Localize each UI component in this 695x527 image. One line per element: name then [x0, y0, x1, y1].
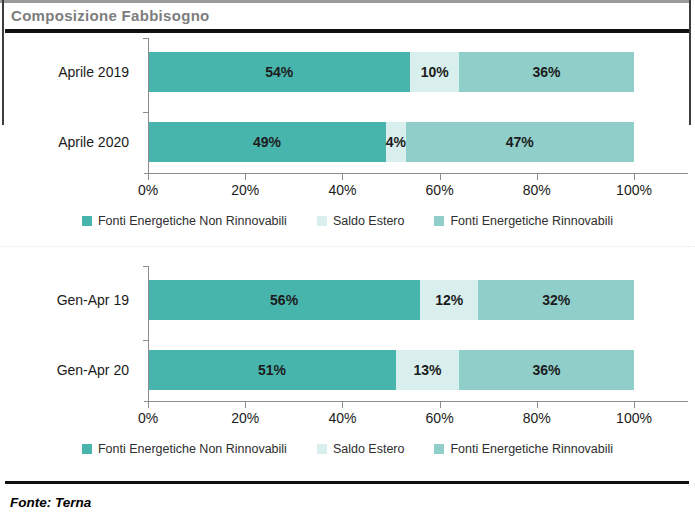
bar-segment: 54%	[148, 52, 410, 92]
y-axis-tick	[143, 340, 149, 341]
segment-value-label: 51%	[258, 362, 286, 378]
segment-value-label: 49%	[253, 134, 281, 150]
x-axis-tick-label: 60%	[426, 182, 454, 198]
legend-swatch	[434, 216, 444, 226]
segment-value-label: 10%	[421, 64, 449, 80]
stacked-bar: 56% 12% 32%	[148, 280, 634, 320]
legend-label: Saldo Estero	[333, 442, 405, 456]
legend-label: Fonti Energetiche Rinnovabili	[450, 442, 613, 456]
legend-swatch	[82, 444, 92, 454]
x-axis-tick	[245, 402, 246, 408]
segment-value-label: 4%	[386, 134, 406, 150]
legend-label: Fonti Energetiche Non Rinnovabili	[98, 442, 287, 456]
y-axis-tick	[143, 112, 149, 113]
segment-value-label: 32%	[542, 292, 570, 308]
bar-segment: 10%	[410, 52, 459, 92]
category-label: Gen-Apr 20	[0, 350, 138, 390]
top-border-line	[0, 0, 691, 3]
legend-swatch	[317, 216, 327, 226]
legend-swatch	[82, 216, 92, 226]
stacked-bar-chart: Gen-Apr 19 56% 12% 32% Gen-Apr 20 51% 13% 36% 0%…	[0, 268, 695, 468]
legend-label: Fonti Energetiche Rinnovabili	[450, 214, 613, 228]
x-axis-tick-label: 80%	[523, 182, 551, 198]
x-axis-tick	[148, 402, 149, 408]
legend-item: Fonti Energetiche Non Rinnovabili	[82, 442, 287, 456]
x-axis-tick	[634, 174, 635, 180]
x-axis-tick-label: 0%	[138, 182, 158, 198]
segment-value-label: 54%	[265, 64, 293, 80]
segment-value-label: 56%	[270, 292, 298, 308]
legend: Fonti Energetiche Non Rinnovabili Saldo E…	[40, 214, 655, 228]
bar-segment: 47%	[406, 122, 634, 162]
x-axis-tick-label: 20%	[231, 182, 259, 198]
x-axis-tick	[148, 174, 149, 180]
y-axis-line	[148, 266, 149, 401]
y-axis-tick	[143, 266, 149, 267]
bar-segment: 49%	[148, 122, 386, 162]
x-axis-tick	[245, 174, 246, 180]
x-axis-tick-label: 20%	[231, 410, 259, 426]
legend-item: Fonti Energetiche Rinnovabili	[434, 214, 613, 228]
section-separator	[0, 246, 695, 247]
segment-value-label: 36%	[532, 64, 560, 80]
x-axis-tick-label: 80%	[523, 410, 551, 426]
category-label: Gen-Apr 19	[0, 280, 138, 320]
bar-segment: 51%	[148, 350, 396, 390]
x-axis-tick-label: 40%	[328, 410, 356, 426]
x-axis-line	[144, 401, 688, 402]
segment-value-label: 36%	[532, 362, 560, 378]
segment-value-label: 12%	[435, 292, 463, 308]
legend-swatch	[317, 444, 327, 454]
x-axis-tick-label: 60%	[426, 410, 454, 426]
bar-row: Gen-Apr 19 56% 12% 32%	[0, 280, 695, 320]
category-label: Aprile 2019	[0, 52, 138, 92]
legend: Fonti Energetiche Non Rinnovabili Saldo E…	[40, 442, 655, 456]
source-note: Fonte: Terna	[10, 495, 91, 510]
bar-segment: 32%	[478, 280, 634, 320]
x-axis-tick	[537, 174, 538, 180]
legend-item: Fonti Energetiche Rinnovabili	[434, 442, 613, 456]
bar-segment: 56%	[148, 280, 420, 320]
bar-row: Aprile 2020 49% 4% 47%	[0, 122, 695, 162]
footer-divider-line	[5, 481, 689, 484]
page-title: Composizione Fabbisogno	[11, 7, 210, 24]
stacked-bar-chart: Aprile 2019 54% 10% 36% Aprile 2020 49% 4% 47% 0…	[0, 40, 695, 240]
x-axis-tick	[440, 402, 441, 408]
legend-item: Fonti Energetiche Non Rinnovabili	[82, 214, 287, 228]
bar-segment: 4%	[386, 122, 405, 162]
report-page: Composizione Fabbisogno Aprile 2019 54% 10…	[0, 0, 695, 527]
x-axis-tick-label: 100%	[616, 182, 652, 198]
x-axis-tick-label: 100%	[616, 410, 652, 426]
x-axis-tick-label: 40%	[328, 182, 356, 198]
stacked-bar: 54% 10% 36%	[148, 52, 634, 92]
x-axis-line	[144, 173, 688, 174]
bar-segment: 36%	[459, 350, 634, 390]
bar-segment: 13%	[396, 350, 459, 390]
x-axis-tick	[634, 402, 635, 408]
x-axis-tick	[440, 174, 441, 180]
legend-label: Fonti Energetiche Non Rinnovabili	[98, 214, 287, 228]
bar-segment: 36%	[459, 52, 634, 92]
stacked-bar: 49% 4% 47%	[148, 122, 634, 162]
legend-swatch	[434, 444, 444, 454]
y-axis-line	[148, 38, 149, 173]
stacked-bar: 51% 13% 36%	[148, 350, 634, 390]
legend-item: Saldo Estero	[317, 214, 405, 228]
bar-segment: 12%	[420, 280, 478, 320]
segment-value-label: 13%	[413, 362, 441, 378]
x-axis-tick-label: 0%	[138, 410, 158, 426]
legend-item: Saldo Estero	[317, 442, 405, 456]
bar-row: Aprile 2019 54% 10% 36%	[0, 52, 695, 92]
bar-row: Gen-Apr 20 51% 13% 36%	[0, 350, 695, 390]
legend-label: Saldo Estero	[333, 214, 405, 228]
x-axis-tick	[342, 402, 343, 408]
title-underline	[5, 29, 689, 33]
x-axis-tick	[342, 174, 343, 180]
x-axis-tick	[537, 402, 538, 408]
category-label: Aprile 2020	[0, 122, 138, 162]
segment-value-label: 47%	[506, 134, 534, 150]
y-axis-tick	[143, 38, 149, 39]
